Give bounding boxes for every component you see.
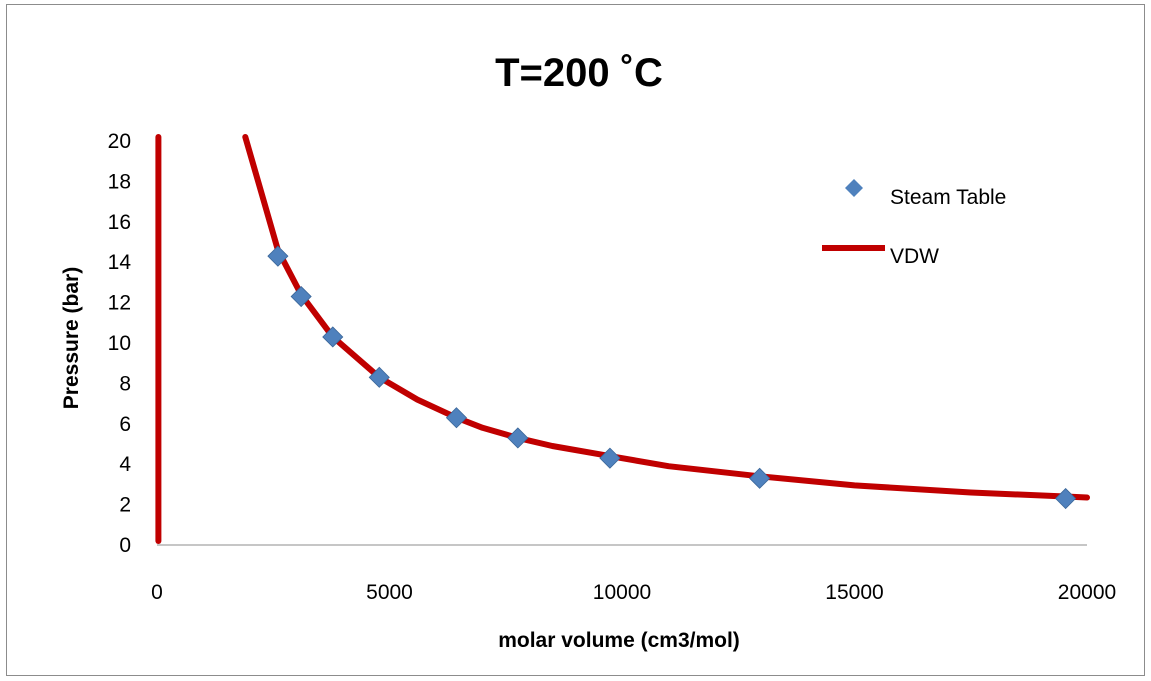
legend-label-steam-table: Steam Table (890, 186, 1006, 209)
y-tick-label: 6 (119, 413, 131, 436)
x-tick-label: 0 (151, 581, 163, 604)
x-tick-group: 0 5000 10000 15000 20000 (151, 581, 1116, 604)
data-point-steam-table (749, 467, 771, 489)
data-point-steam-table (290, 285, 312, 308)
x-tick-label: 5000 (366, 581, 413, 604)
y-tick-label: 12 (108, 292, 131, 315)
legend-marker-steam-table (845, 179, 863, 197)
chart-plot: T=200 ˚C 0 2 4 6 8 10 12 14 16 18 20 0 5000 10000 150… (60, 51, 1116, 652)
y-tick-label: 16 (108, 211, 131, 234)
y-tick-label: 0 (119, 534, 131, 557)
y-axis-label: Pressure (bar) (60, 267, 83, 409)
series-line-group (155, 134, 1090, 544)
data-point-steam-table (322, 326, 344, 348)
series-line-vdw (242, 134, 1090, 501)
y-tick-label: 10 (108, 332, 131, 355)
data-point-steam-table (368, 366, 390, 388)
y-tick-group: 0 2 4 6 8 10 12 14 16 18 20 (108, 130, 132, 557)
legend-label-vdw: VDW (890, 245, 939, 268)
data-point-steam-table (507, 427, 529, 449)
chart-frame: T=200 ˚C 0 2 4 6 8 10 12 14 16 18 20 0 5000 10000 150… (6, 4, 1145, 676)
x-tick-label: 20000 (1058, 581, 1116, 604)
data-point-steam-table (267, 245, 289, 267)
y-tick-label: 20 (108, 130, 131, 153)
data-point-steam-table (445, 407, 468, 429)
x-axis-label: molar volume (cm3/mol) (498, 629, 740, 652)
y-tick-label: 2 (119, 494, 131, 517)
series-point-group (267, 245, 1077, 510)
x-tick-label: 10000 (593, 581, 651, 604)
y-tick-label: 18 (108, 170, 131, 193)
y-tick-label: 14 (108, 251, 132, 274)
legend: Steam Table VDW (822, 179, 1006, 268)
y-tick-label: 8 (119, 372, 131, 395)
chart-title: T=200 ˚C (495, 51, 663, 95)
x-tick-label: 15000 (825, 581, 883, 604)
y-tick-label: 4 (119, 453, 131, 476)
data-point-steam-table (1055, 487, 1077, 510)
data-point-steam-table (599, 447, 621, 469)
